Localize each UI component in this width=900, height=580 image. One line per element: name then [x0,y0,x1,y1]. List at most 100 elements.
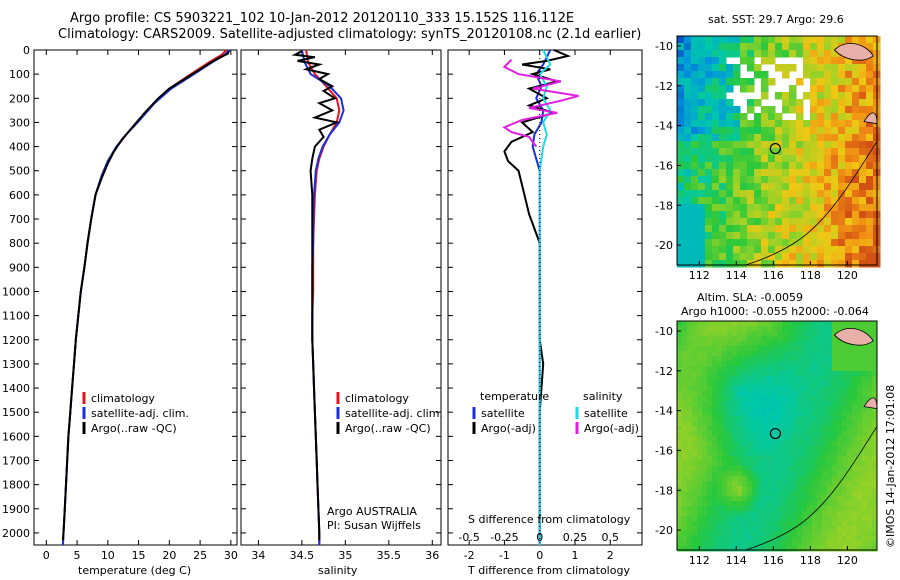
map-cell [789,260,797,268]
map-cell [747,506,753,512]
map-cell [810,225,818,233]
map-cell [742,426,748,432]
map-cell [772,471,778,477]
map-cell [859,78,867,86]
map-cell [733,106,741,114]
map-cell [732,521,738,527]
map-cell [842,456,848,462]
map-cell [822,546,828,552]
map-cell [859,141,867,149]
map-cell [807,466,813,472]
map-cell [767,481,773,487]
series-line-black [291,50,340,541]
map-cell [757,446,763,452]
map-cell [740,162,748,170]
map-cell [777,341,783,347]
map-cell [845,190,853,198]
map-cell [803,260,811,268]
map-cell [857,531,863,537]
map-cell [762,441,768,447]
map-cell [807,386,813,392]
map-cell [862,356,868,362]
map-cell [782,246,790,254]
map-cell [817,246,825,254]
map-cell [722,376,728,382]
map-cell [867,446,873,452]
map-cell [740,50,748,58]
map-cell [831,113,839,121]
map-cell [747,481,753,487]
map-cell [824,162,832,170]
map-cell [792,386,798,392]
map-cell [852,406,858,412]
map-cell [777,491,783,497]
map-cell [698,106,706,114]
map-cell [797,541,803,547]
map-cell [866,197,874,205]
map-cell [722,451,728,457]
map-cell [787,401,793,407]
map-cell [777,521,783,527]
map-cell [767,516,773,522]
map-cell [727,471,733,477]
map-cell [827,346,833,352]
map-cell [707,386,713,392]
map-cell [832,506,838,512]
map-cell [767,366,773,372]
map-cell [817,176,825,184]
map-cell [810,71,818,79]
map-cell [692,341,698,347]
map-cell [754,232,762,240]
map-cell [802,381,808,387]
map-cell [768,176,776,184]
x-tick-label: 15 [132,549,146,562]
map-cell [717,511,723,517]
map-cell [747,211,755,219]
map-cell [722,531,728,537]
map-cell [719,134,727,142]
map-cell [867,341,873,347]
map-cell [698,169,706,177]
map-cell [777,511,783,517]
map-cell [787,436,793,442]
map-cell [838,120,846,128]
map-cell [747,446,753,452]
map-cell [747,99,755,107]
map-cell [726,43,734,51]
map-cell [838,239,846,247]
map-cell [726,78,734,86]
map-cell [812,536,818,542]
map-cell [796,218,804,226]
map-cell [754,120,762,128]
map-cell [687,536,693,542]
map-cell [682,371,688,377]
map-cell [812,501,818,507]
map-cell [719,239,727,247]
map-cell [698,92,706,100]
map-cell [872,446,878,452]
map-cell [872,431,878,437]
map-cell [777,476,783,482]
map-cell [687,491,693,497]
map-cell [787,421,793,427]
map-cell [687,421,693,427]
map-cell [698,78,706,86]
map-cell [768,113,776,121]
map-cell [847,461,853,467]
map-cell [682,431,688,437]
map-cell [812,381,818,387]
map-cell [767,471,773,477]
map-cell [742,431,748,437]
map-cell [677,386,683,392]
map-cell [737,486,743,492]
map-cell [867,511,873,517]
map-cell [698,127,706,135]
map-cell [717,526,723,532]
map-cell [732,406,738,412]
map-cell [792,526,798,532]
map-cell [768,162,776,170]
map-cell [807,356,813,362]
map-cell [847,396,853,402]
argo-position-marker [769,427,781,440]
map-cell [847,496,853,502]
